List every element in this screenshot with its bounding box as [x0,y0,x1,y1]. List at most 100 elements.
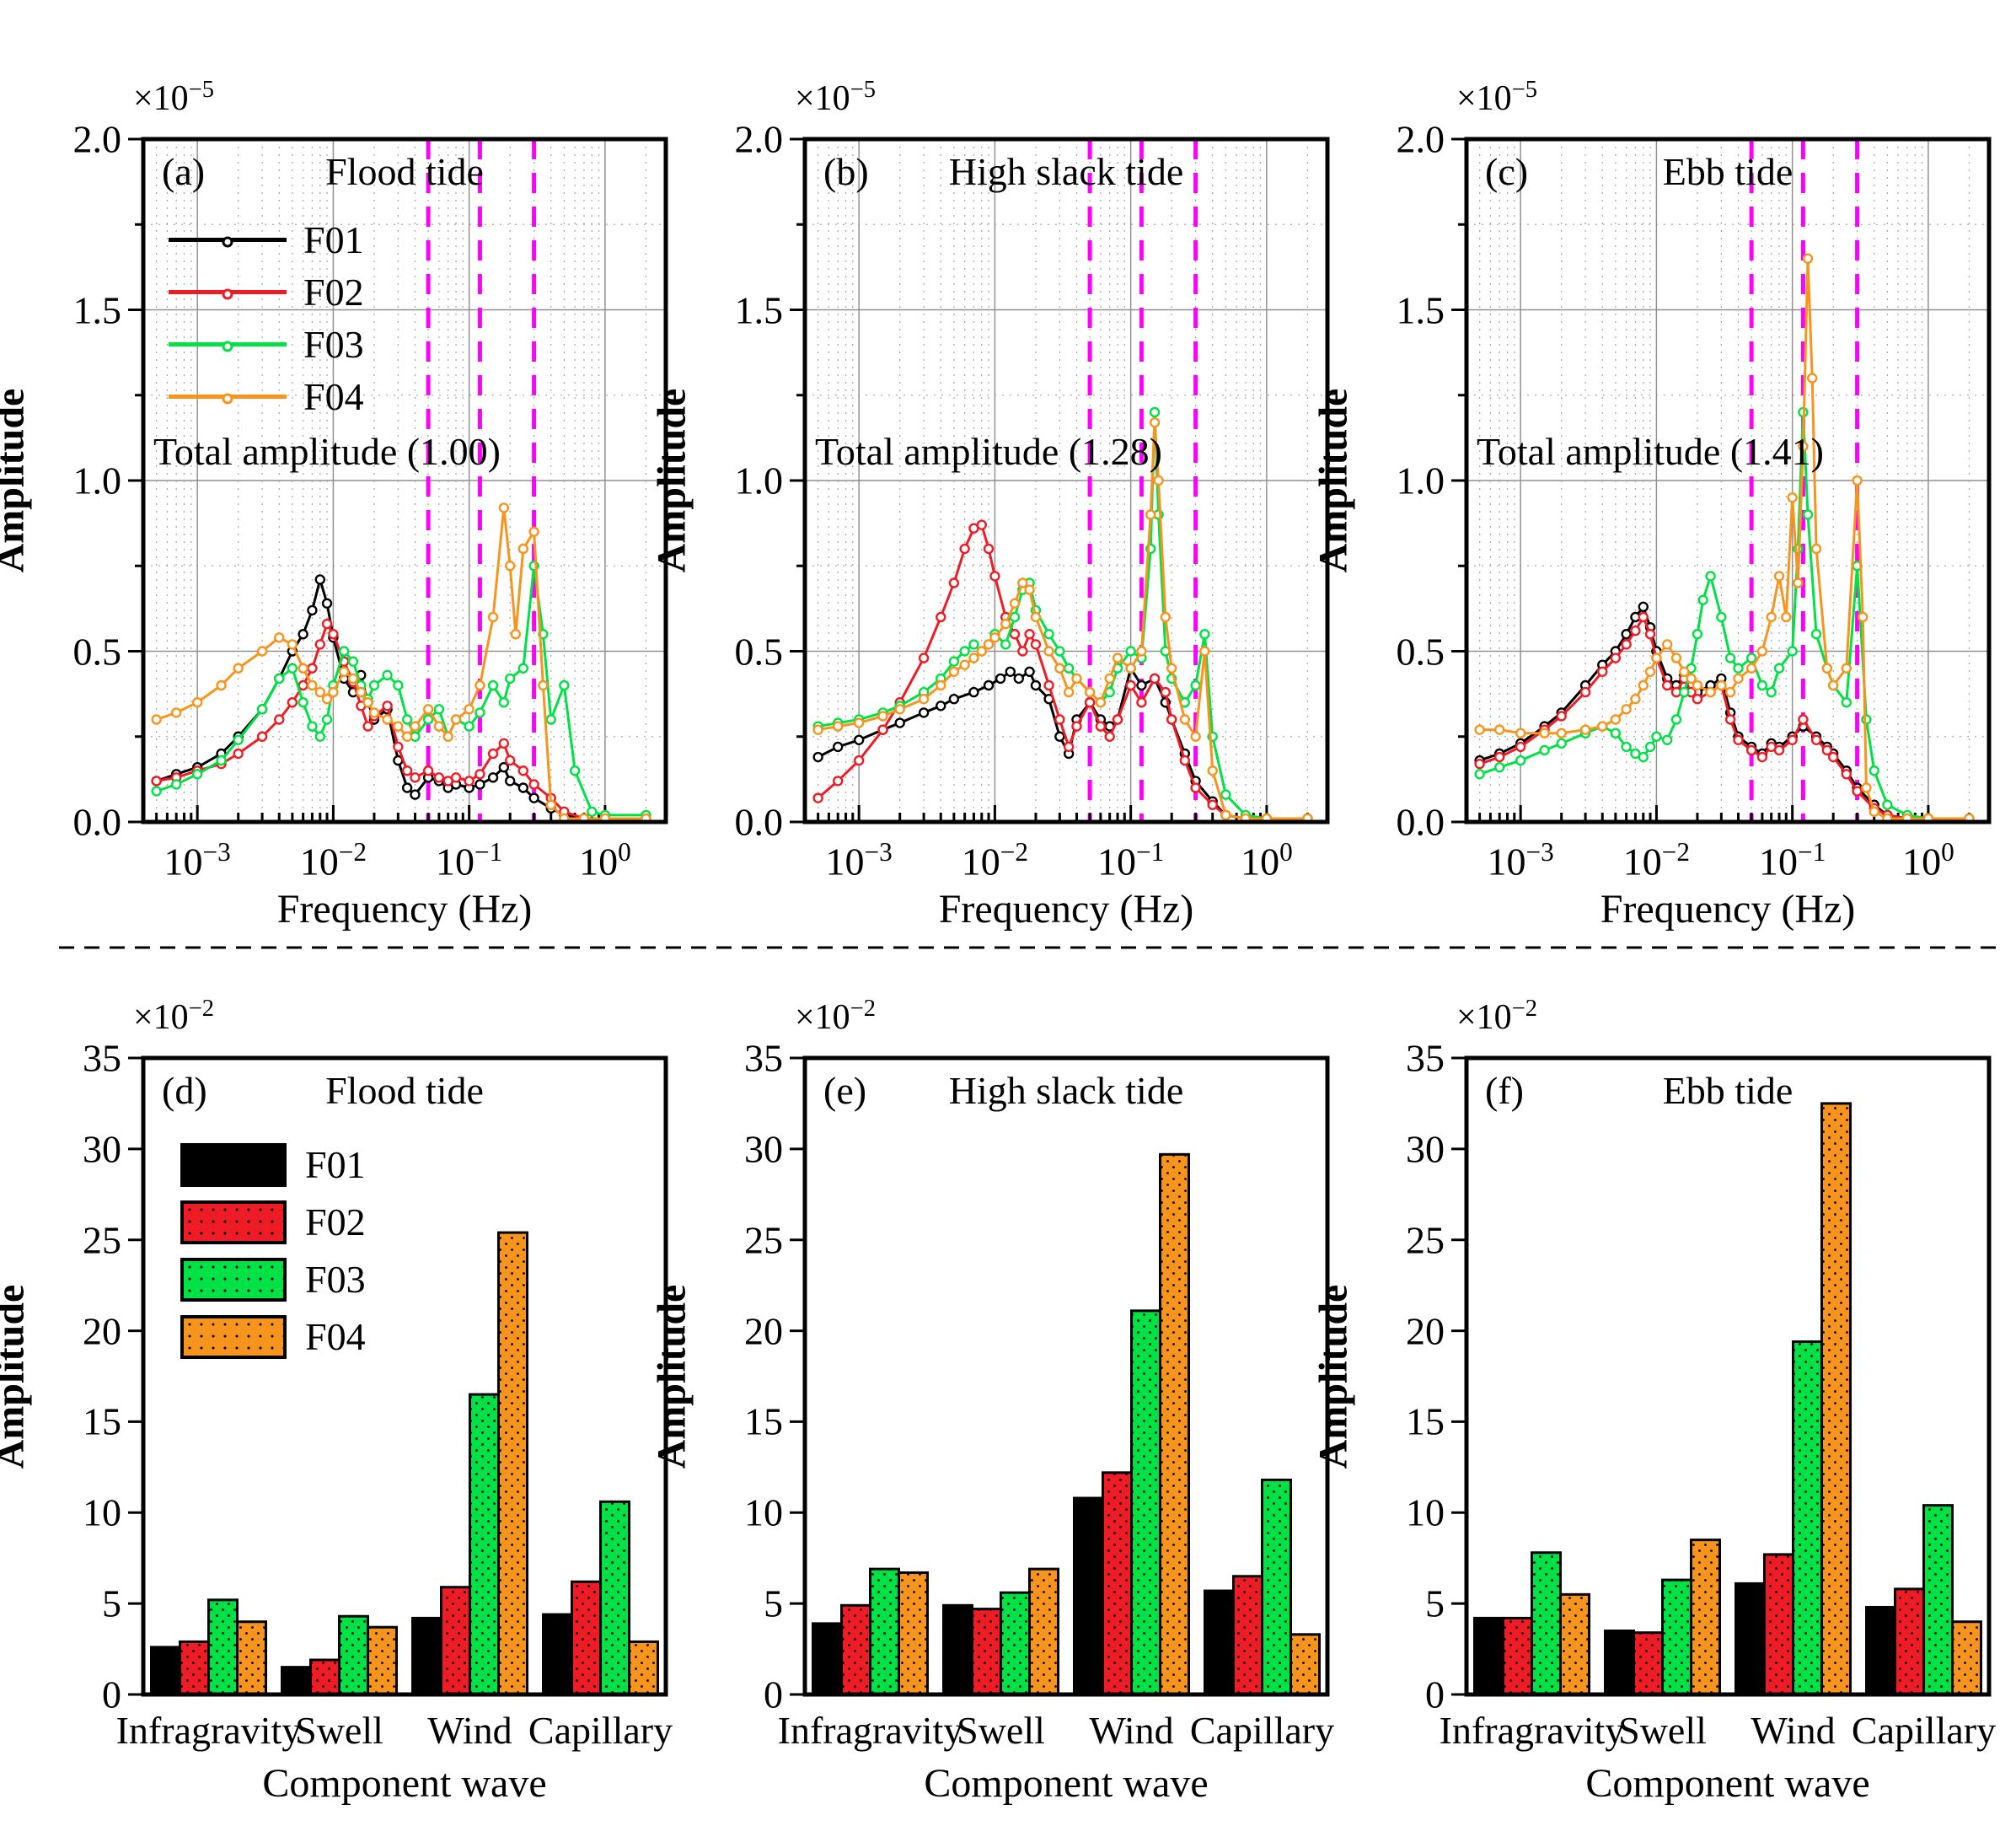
legend-item-label: F04 [305,1315,366,1358]
x-tick-label: 100 [579,837,631,883]
legend-swatch-icon [180,1200,287,1244]
legend-item-label: F01 [305,1143,366,1186]
panel-b-high-slack-tide-spectrum: ×10−5 (b) High slack tide Total amplitud… [650,77,1330,932]
y-tick-label: 0.5 [1396,630,1445,673]
x-tick-label: 10−1 [1097,837,1165,883]
category-label: Infragravity [777,1709,963,1752]
x-tick-label: 10−3 [825,837,893,883]
x-tick-label: 10−1 [1759,837,1826,883]
spectrum-plot-ebb [1451,137,1992,824]
y-tick-label: 15 [1406,1399,1445,1443]
y-tick-label: 0 [102,1673,121,1716]
total-amplitude-label: Total amplitude (1.41) [1477,430,1824,473]
y-tick-label: 5 [1425,1582,1445,1625]
panel-letter: (b) [823,150,869,193]
y-axis-exponent: ×10−5 [133,77,215,118]
legend-line-marker-icon [169,288,287,299]
y-tick-label: 30 [83,1127,121,1171]
panel-letter: (e) [823,1069,867,1112]
open-circle-marker-icon [222,236,233,247]
x-tick-label: 100 [1241,837,1293,883]
x-tick-label: 10−1 [436,837,503,883]
y-tick-label: 0.0 [734,800,784,844]
y-tick-label: 0 [764,1673,783,1716]
legend-item-f01: F01 [180,1142,366,1187]
y-tick-label: 20 [1406,1309,1445,1353]
y-tick-label: 1.5 [72,288,122,331]
y-tick-label: 0.0 [1396,800,1445,844]
x-axis-label: Frequency (Hz) [276,887,533,932]
spectrum-plot-flood [128,137,668,824]
category-label: Infragravity [115,1709,302,1752]
legend-item-label: F04 [303,374,364,418]
y-tick-label: 1.0 [1396,459,1445,502]
panel-d-flood-tide-bars: ×10−2 (d) Flood tide Amplitude Component… [0,996,673,1806]
panel-title: Ebb tide [1662,150,1793,193]
legend-item-label: F02 [305,1200,366,1243]
panel-letter: (c) [1485,150,1529,193]
legend-swatch-icon [180,1257,287,1302]
panel-title: Ebb tide [1662,1069,1793,1112]
legend-line-marker-icon [169,393,287,404]
y-tick-label: 1.5 [734,288,784,331]
series-legend: F01 F02 F03 F04 [180,1142,366,1372]
category-label: Capillary [1189,1709,1335,1752]
y-axis-label: Amplitude [1311,388,1356,573]
category-label: Capillary [1851,1709,1997,1752]
category-label: Wind [427,1709,512,1752]
panel-c-ebb-tide-spectrum: ×10−5 (c) Ebb tide Total amplitude (1.41… [1311,77,1992,932]
total-amplitude-label: Total amplitude (1.28) [815,430,1162,473]
bar-plot-ebb [1451,1055,1992,1697]
y-axis-label: Amplitude [0,388,33,573]
y-axis-label: Amplitude [649,388,694,573]
y-tick-label: 35 [744,1036,783,1080]
y-tick-label: 0 [1425,1673,1445,1716]
y-axis-label: Amplitude [0,1284,33,1469]
x-axis-label: Frequency (Hz) [938,887,1194,932]
legend-swatch-icon [180,1314,287,1359]
y-tick-label: 25 [83,1218,121,1262]
panel-letter: (f) [1485,1069,1524,1112]
legend-item-f02: F02 [180,1200,366,1244]
panel-e-high-slack-tide-bars: ×10−2 (e) High slack tide Amplitude Comp… [650,996,1335,1806]
panel-title: Flood tide [325,1069,484,1112]
category-label: Wind [1751,1709,1836,1752]
y-axis-exponent: ×10−2 [1456,996,1538,1037]
y-tick-label: 35 [83,1036,121,1080]
y-tick-label: 1.5 [1396,288,1445,331]
x-tick-label: 10−2 [299,837,367,883]
x-tick-label: 10−2 [961,837,1029,883]
legend-item-label: F02 [303,270,364,314]
category-label: Swell [295,1709,383,1752]
y-axis-exponent: ×10−5 [1456,77,1538,118]
y-axis-label: Amplitude [649,1284,694,1469]
y-tick-label: 15 [744,1399,783,1443]
y-tick-label: 20 [83,1309,121,1353]
panel-letter: (a) [162,150,206,193]
x-tick-label: 10−3 [164,837,231,883]
y-axis-exponent: ×10−2 [795,996,877,1037]
x-tick-label: 10−3 [1487,837,1554,883]
spectrum-plot-high-slack [790,137,1330,824]
legend-item-f04: F04 [169,370,364,422]
y-axis-exponent: ×10−2 [133,996,215,1037]
x-axis-label: Component wave [262,1761,547,1806]
panel-letter: (d) [162,1069,207,1112]
y-tick-label: 10 [1406,1490,1445,1534]
legend-item-label: F03 [303,322,364,366]
x-axis-label: Frequency (Hz) [1600,887,1856,932]
legend-item-f04: F04 [180,1314,366,1359]
y-tick-label: 10 [744,1490,783,1534]
legend-line-marker-icon [169,341,287,352]
y-tick-label: 15 [83,1399,121,1443]
y-tick-label: 5 [764,1582,783,1625]
legend-item-label: F03 [305,1258,366,1301]
series-legend: F01 F02 F03 F04 [169,213,364,422]
panel-a-flood-tide-spectrum: ×10−5 (a) Flood tide Total amplitude (1.… [0,77,668,932]
total-amplitude-label: Total amplitude (1.00) [153,430,501,473]
y-tick-label: 30 [1406,1127,1445,1171]
panel-title: High slack tide [948,150,1184,193]
x-tick-label: 100 [1902,837,1954,883]
legend-item-f02: F02 [169,266,364,318]
legend-swatch-icon [180,1142,287,1187]
